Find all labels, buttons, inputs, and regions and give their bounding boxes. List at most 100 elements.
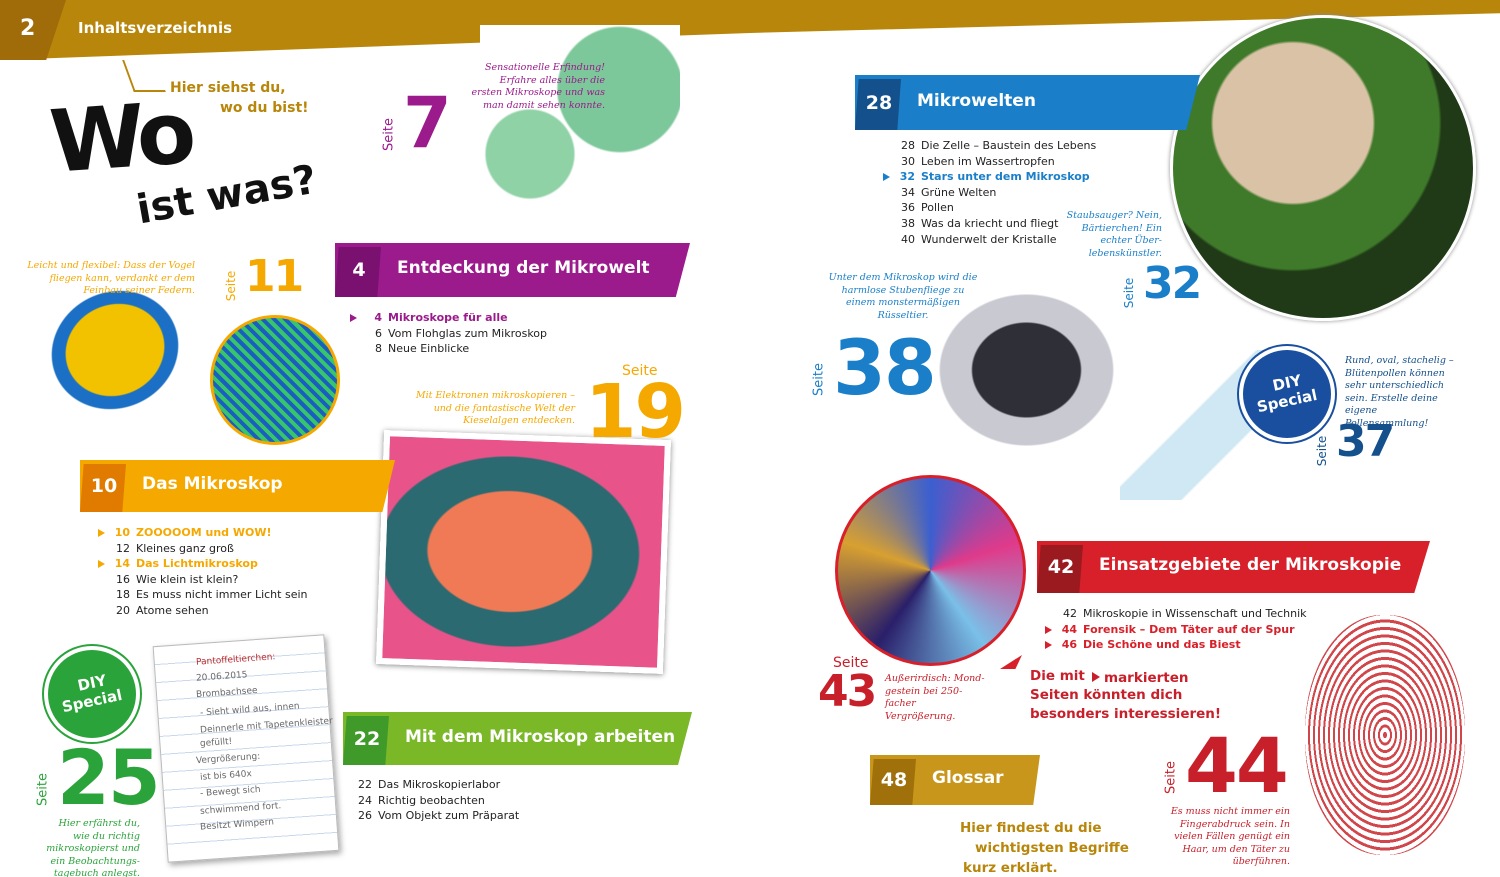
item-title: Forensik – Dem Täter auf der Spur <box>1083 622 1295 636</box>
chapter-number: 28 <box>865 91 893 114</box>
page-ref-number: 38 <box>833 323 937 412</box>
page-ref-label: Seite <box>622 363 658 379</box>
page-ref-caption: Rund, oval, stachelig – Blütenpollen kön… <box>1345 355 1454 429</box>
item-page: 44 <box>1061 622 1077 636</box>
feather-photo <box>210 315 340 445</box>
item-title: Vom Flohglas zum Mikroskop <box>388 326 548 340</box>
item-title: Vom Objekt zum Präparat <box>378 809 520 823</box>
chapter-number: 4 <box>352 259 366 281</box>
item-title: ZOOOOOM und WOW! <box>136 526 272 539</box>
slide-illustration <box>1120 350 1270 500</box>
chapter-number: 48 <box>880 769 908 791</box>
item-page: 4 <box>374 311 382 324</box>
chapter-banner <box>1037 541 1430 593</box>
chapter-number: 10 <box>90 475 118 497</box>
chapter-title: Glossar <box>932 768 1004 788</box>
chapter-number-box <box>855 79 901 130</box>
item-page: 20 <box>116 604 130 617</box>
chapter-title: Mit dem Mikroskop arbeiten <box>405 726 676 747</box>
page-ref-number: 37 <box>1336 416 1395 467</box>
chapter-number-box <box>80 464 126 512</box>
item-page: 38 <box>901 217 915 230</box>
page-ref-number: 32 <box>1143 258 1202 309</box>
item-page: 36 <box>901 201 915 215</box>
notebook-text: gefüllt! <box>199 736 233 749</box>
item-page: 6 <box>375 326 382 340</box>
intro-line: wo du bist! <box>220 100 309 116</box>
chapter-title: Entdeckung der Mikrowelt <box>397 258 650 278</box>
page-ref-label: Seite <box>1315 435 1329 467</box>
chapter-title: Mikrowelten <box>917 90 1036 111</box>
page-ref-caption: Es muss nicht immer ein Fingerabdruck se… <box>1170 806 1290 867</box>
item-page: 46 <box>1061 638 1077 652</box>
item-title: Die Zelle – Baustein des Lebens <box>921 139 1097 152</box>
fingerprint-illustration <box>1305 615 1465 855</box>
item-title: Neue Einblicke <box>388 342 470 356</box>
page-ref-number: 44 <box>1185 721 1289 810</box>
item-page: 34 <box>901 185 915 199</box>
header-title: Inhaltsverzeichnis <box>78 19 233 37</box>
item-page: 40 <box>901 232 915 246</box>
page-ref-caption: Hier erfährst du, wie du richtig mikrosk… <box>46 818 140 877</box>
chapter-title: Einsatzgebiete der Mikroskopie <box>1099 555 1402 575</box>
tardigrade-photo <box>1170 15 1476 321</box>
item-page: 10 <box>114 526 130 539</box>
page-ref-caption: Sensationelle Erfindung! Erfahre alles ü… <box>471 62 605 111</box>
item-page: 24 <box>358 793 372 807</box>
glossary-note: Hier findest du die <box>960 820 1102 836</box>
page-ref-label: Seite <box>224 270 238 302</box>
chapter-banner <box>335 243 690 297</box>
page-ref-caption: Leicht und flexibel: Dass der Vogel flie… <box>27 260 195 296</box>
marked-indicator <box>1045 625 1052 634</box>
item-title: Es muss nicht immer Licht sein <box>136 588 308 602</box>
marked-indicator <box>1045 641 1052 650</box>
marked-indicator <box>883 173 890 182</box>
glossary-note: wichtigsten Begriffe <box>975 840 1129 856</box>
page-ref-caption: Unter dem Mikroskop wird die harmlose St… <box>828 272 978 321</box>
item-page: 22 <box>358 778 372 791</box>
legend-arrow <box>1000 655 1022 669</box>
page-ref-label: Seite <box>833 655 869 671</box>
page-ref-number: 43 <box>818 666 877 717</box>
item-page: 30 <box>901 154 915 168</box>
page-number: 2 <box>20 16 36 41</box>
item-title: Das Mikroskopierlabor <box>378 778 501 791</box>
marked-indicator <box>98 560 105 569</box>
item-page: 42 <box>1063 607 1077 620</box>
item-title: Was da kriecht und fliegt <box>921 217 1059 230</box>
page-ref-caption: Mit Elektronen mikroskopieren – und die … <box>415 390 575 426</box>
marked-indicator <box>98 529 105 537</box>
chapter-banner <box>855 75 1200 130</box>
page-ref-number: 7 <box>403 82 452 164</box>
item-title: Grüne Welten <box>921 185 997 199</box>
chapter-title: Das Mikroskop <box>142 474 283 494</box>
page-ref-label: Seite <box>1163 760 1179 794</box>
item-page: 12 <box>116 541 130 555</box>
item-title: Das Lichtmikroskop <box>136 557 258 571</box>
diy-badge <box>1243 350 1331 438</box>
legend-note: besonders interessieren! <box>1030 706 1222 722</box>
legend-marker <box>1092 672 1100 682</box>
diy-badge <box>48 650 136 738</box>
item-title: Mikroskope für alle <box>388 311 508 324</box>
diatom-photo <box>376 430 671 674</box>
page-ref-label: Seite <box>381 117 397 151</box>
item-title: Stars unter dem Mikroskop <box>921 170 1090 184</box>
chapter-number: 22 <box>353 727 381 750</box>
page-ref-number: 25 <box>57 733 161 822</box>
item-title: Richtig beobachten <box>378 793 485 807</box>
page-ref-caption: Staubsauger? Nein, Bärtierchen! Ein echt… <box>1066 210 1162 259</box>
chapter-banner <box>80 460 395 512</box>
page-ref-label: Seite <box>35 772 51 806</box>
item-title: Wunderwelt der Kristalle <box>921 232 1057 246</box>
chapter-number: 42 <box>1047 556 1075 578</box>
item-title: Leben im Wassertropfen <box>921 154 1055 168</box>
marked-indicator <box>350 314 357 322</box>
microscope-illustration <box>480 25 680 240</box>
item-page: 32 <box>899 170 915 184</box>
page-ref-label: Seite <box>1122 277 1136 309</box>
item-title: Atome sehen <box>136 604 209 617</box>
legend-note: markierten <box>1104 670 1189 686</box>
item-page: 14 <box>114 557 130 571</box>
